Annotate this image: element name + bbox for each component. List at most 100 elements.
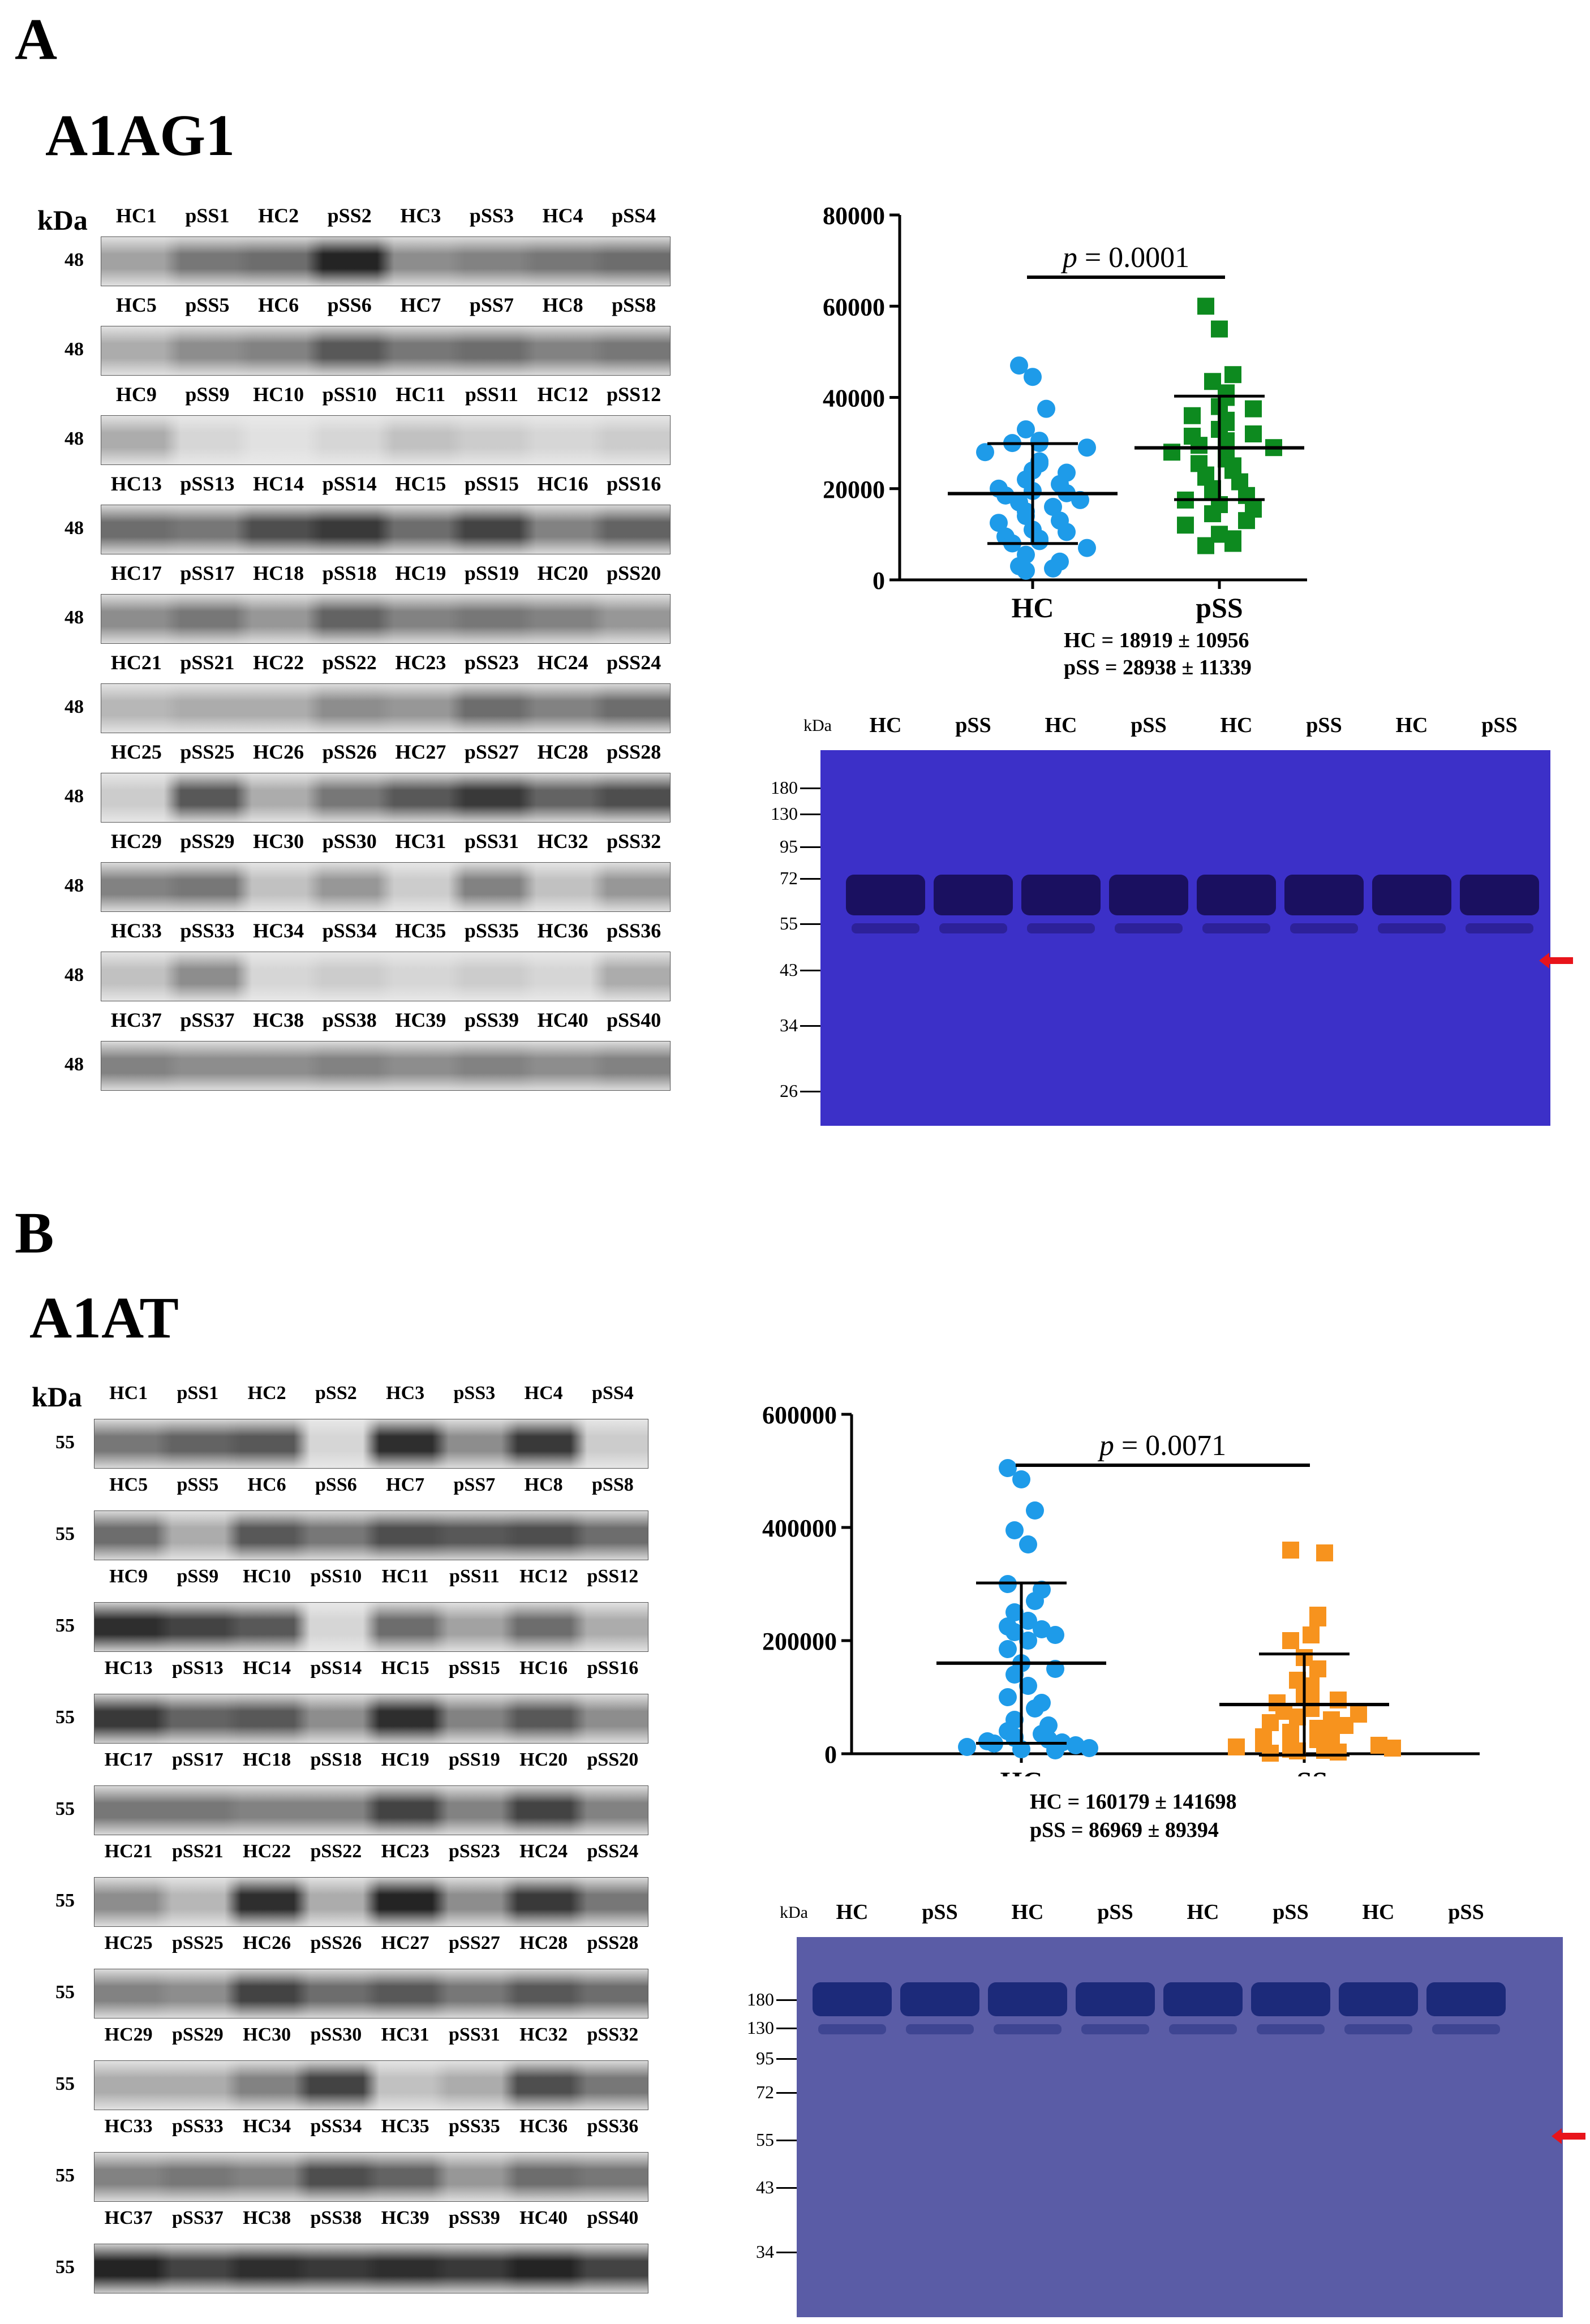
lane-label: HC38 bbox=[253, 1009, 304, 1031]
lane-label: pSS12 bbox=[587, 1566, 639, 1587]
data-point bbox=[1080, 1739, 1098, 1757]
blot-strip bbox=[101, 862, 671, 912]
blot-strip bbox=[94, 1877, 648, 1927]
gel-mw-marker: 72 bbox=[780, 868, 798, 888]
lane-label: HC7 bbox=[386, 1474, 425, 1495]
gel-marker-tick bbox=[800, 787, 820, 789]
panel-b-letter: B bbox=[15, 1200, 54, 1266]
gel-mw-marker: 43 bbox=[756, 2177, 774, 2197]
lane-label: pSS39 bbox=[449, 2207, 500, 2228]
data-point bbox=[1282, 1632, 1299, 1649]
lane-label: HC39 bbox=[381, 2207, 429, 2228]
gel-band bbox=[934, 875, 1013, 915]
data-point bbox=[1177, 517, 1194, 534]
blot-strip bbox=[94, 1785, 648, 1835]
data-point bbox=[999, 1459, 1017, 1477]
data-point bbox=[1019, 1632, 1037, 1650]
gel-band bbox=[994, 2024, 1062, 2034]
gel-lane-label: pSS bbox=[955, 713, 991, 737]
lane-label: pSS17 bbox=[172, 1749, 224, 1770]
lane-label: pSS24 bbox=[587, 1841, 639, 1862]
lane-label: pSS1 bbox=[185, 204, 230, 227]
gel-image bbox=[797, 1937, 1563, 2317]
data-point bbox=[1282, 1542, 1299, 1559]
lane-label: pSS22 bbox=[310, 1841, 362, 1862]
mw-marker: 55 bbox=[55, 2165, 75, 2186]
lane-label: HC32 bbox=[537, 830, 588, 853]
lane-label: HC26 bbox=[243, 1933, 291, 1953]
lane-label: HC31 bbox=[381, 2024, 429, 2045]
lane-label: HC36 bbox=[519, 2116, 568, 2137]
gel-band bbox=[1290, 923, 1358, 933]
y-tick-label: 60000 bbox=[823, 293, 885, 321]
panel-a-letter: A bbox=[15, 7, 58, 72]
data-point bbox=[1033, 1620, 1051, 1638]
x-tick-label: HC bbox=[1012, 592, 1054, 623]
panel-b-kda-label: kDa bbox=[32, 1381, 82, 1413]
gel-band bbox=[1378, 923, 1446, 933]
lane-label: HC23 bbox=[395, 651, 446, 674]
lane-label: pSS32 bbox=[607, 830, 661, 853]
lane-label: HC22 bbox=[253, 651, 304, 674]
blot-strip bbox=[101, 415, 671, 465]
blot-strip bbox=[101, 236, 671, 286]
gel-marker-tick bbox=[776, 2140, 797, 2141]
data-point bbox=[1012, 1470, 1030, 1488]
gel-band bbox=[1169, 2024, 1237, 2034]
lane-label: pSS8 bbox=[612, 294, 656, 316]
lane-label: HC17 bbox=[104, 1749, 153, 1770]
data-point bbox=[999, 1640, 1017, 1658]
lane-label: pSS7 bbox=[469, 294, 514, 316]
data-point bbox=[1330, 1744, 1347, 1761]
lane-label: pSS23 bbox=[464, 651, 519, 674]
gel-band bbox=[1197, 875, 1276, 915]
lane-label: HC30 bbox=[243, 2024, 291, 2045]
lane-label: pSS30 bbox=[322, 830, 377, 853]
data-point bbox=[1044, 559, 1062, 578]
panel-b-stats-hc: HC = 160179 ± 141698 bbox=[1030, 1790, 1237, 1814]
lane-label: pSS26 bbox=[310, 1933, 362, 1953]
gel-mw-marker: 95 bbox=[780, 836, 798, 857]
lane-label: HC29 bbox=[104, 2024, 153, 2045]
data-point bbox=[1026, 1592, 1044, 1610]
lane-label: HC24 bbox=[537, 651, 588, 674]
gel-lane-label: HC bbox=[1220, 713, 1253, 737]
lane-label: HC27 bbox=[395, 741, 446, 763]
y-tick-label: 20000 bbox=[823, 476, 885, 503]
data-point bbox=[1316, 1544, 1333, 1561]
gel-band bbox=[1115, 923, 1183, 933]
lane-label: HC1 bbox=[115, 204, 157, 227]
lane-label: pSS40 bbox=[587, 2207, 639, 2228]
lane-label: pSS28 bbox=[607, 741, 661, 763]
lane-label: HC9 bbox=[115, 383, 157, 406]
lane-label: HC21 bbox=[110, 651, 162, 674]
lane-label: HC12 bbox=[519, 1566, 568, 1587]
lane-label: HC8 bbox=[542, 294, 583, 316]
y-tick-label: 400000 bbox=[762, 1514, 837, 1542]
lane-label: HC19 bbox=[395, 562, 446, 584]
lane-label: pSS29 bbox=[180, 830, 235, 853]
y-tick-label: 40000 bbox=[823, 385, 885, 412]
gel-band bbox=[1251, 1982, 1330, 2016]
lane-label: pSS6 bbox=[327, 294, 372, 316]
mw-marker: 55 bbox=[55, 2257, 75, 2278]
gel-kda-label: kDa bbox=[803, 716, 832, 735]
lane-label: HC11 bbox=[381, 1566, 429, 1587]
gel-lane-label: pSS bbox=[1097, 1900, 1133, 1924]
lane-label: pSS5 bbox=[177, 1474, 219, 1495]
gel-lane-label: pSS bbox=[1131, 713, 1167, 737]
blot-strip bbox=[94, 1602, 648, 1652]
lane-label: pSS16 bbox=[607, 472, 661, 495]
gel-band bbox=[1081, 2024, 1149, 2034]
lane-label: pSS39 bbox=[464, 1009, 519, 1031]
data-point bbox=[1184, 407, 1201, 424]
lane-label: HC39 bbox=[395, 1009, 446, 1031]
lane-label: HC25 bbox=[110, 741, 162, 763]
blot-strip bbox=[101, 952, 671, 1001]
data-point bbox=[1026, 1501, 1044, 1520]
lane-label: pSS9 bbox=[185, 383, 230, 406]
lane-label: HC35 bbox=[381, 2116, 429, 2137]
mw-marker: 48 bbox=[65, 518, 84, 539]
lane-label: pSS37 bbox=[180, 1009, 235, 1031]
lane-label: pSS22 bbox=[322, 651, 377, 674]
